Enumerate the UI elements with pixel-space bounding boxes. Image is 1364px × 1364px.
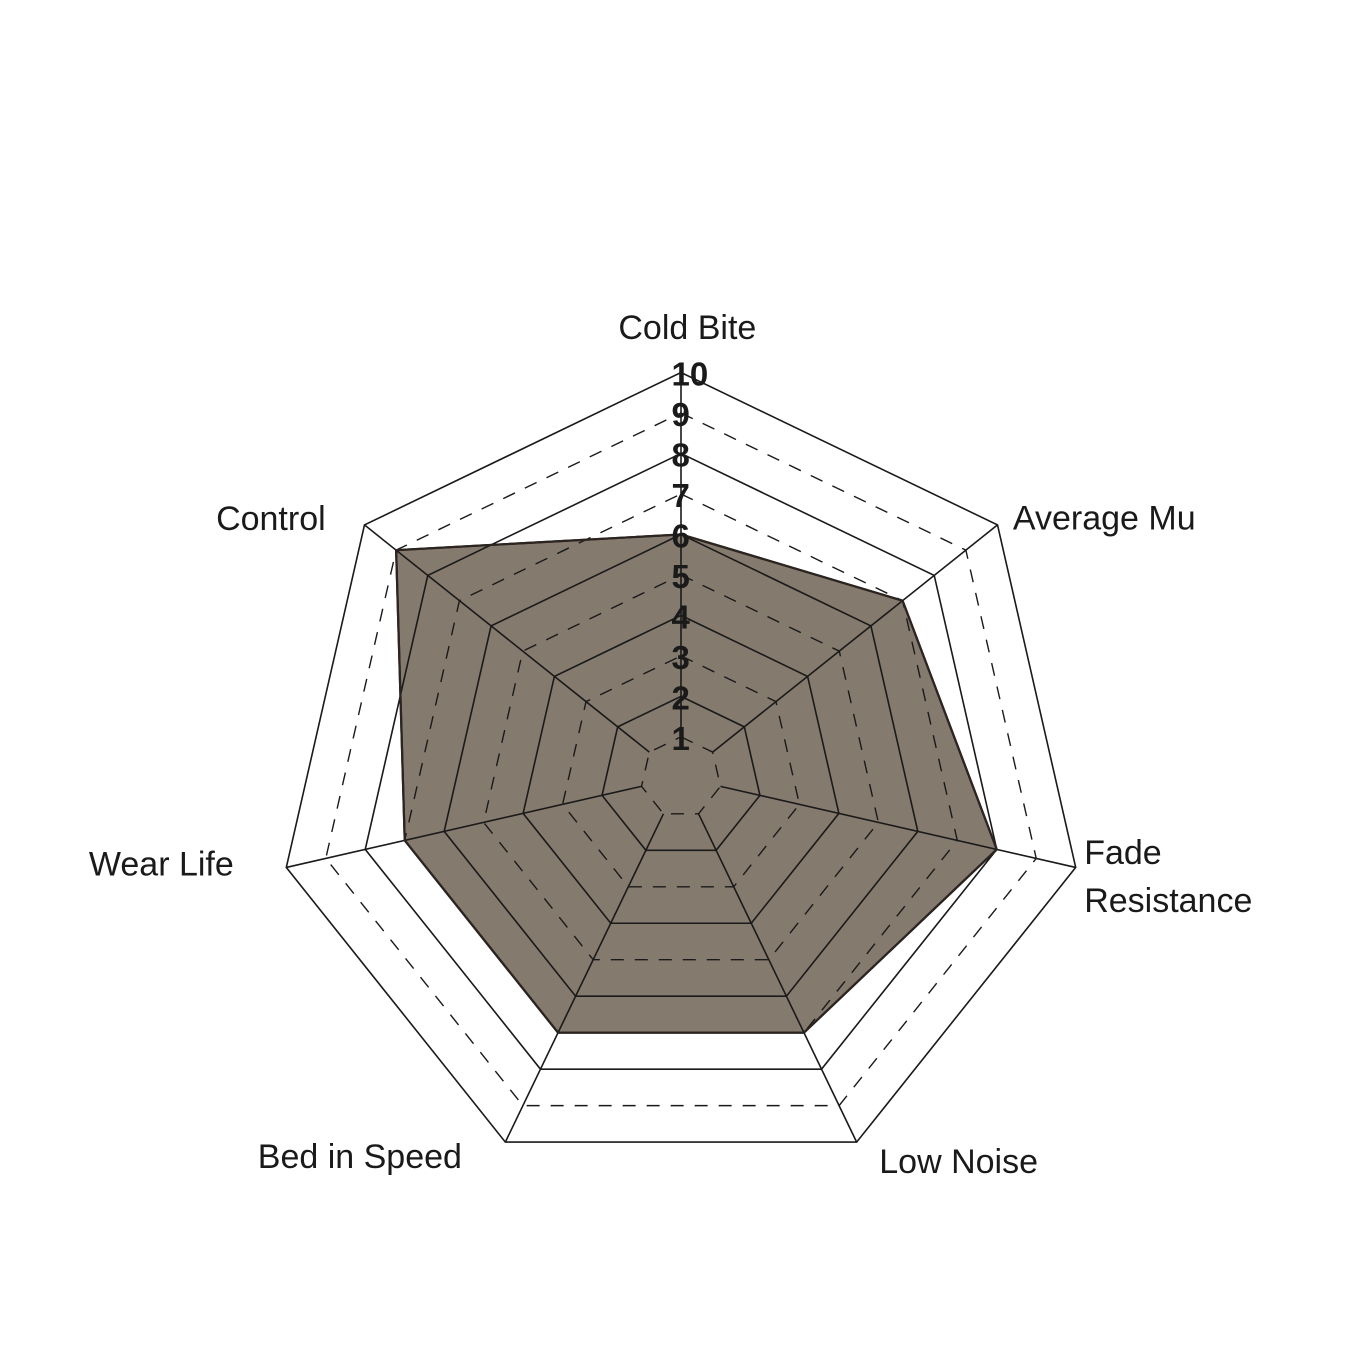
svg-text:10: 10 [672,355,709,392]
svg-text:5: 5 [672,558,690,595]
svg-text:4: 4 [672,598,691,635]
svg-text:6: 6 [672,517,690,554]
svg-text:3: 3 [672,639,690,676]
svg-text:1: 1 [672,720,690,757]
svg-text:Low Noise: Low Noise [879,1143,1038,1181]
svg-text:8: 8 [672,436,690,473]
svg-text:Wear Life: Wear Life [89,845,234,883]
svg-text:9: 9 [672,396,690,433]
svg-text:Average Mu: Average Mu [1013,499,1196,537]
svg-text:7: 7 [672,477,690,514]
svg-text:Cold Bite: Cold Bite [618,309,756,347]
svg-text:Bed in Speed: Bed in Speed [258,1138,462,1176]
svg-text:Resistance: Resistance [1084,882,1252,920]
svg-text:Fade: Fade [1084,834,1162,872]
svg-text:2: 2 [672,679,690,716]
svg-text:Control: Control [216,500,326,538]
